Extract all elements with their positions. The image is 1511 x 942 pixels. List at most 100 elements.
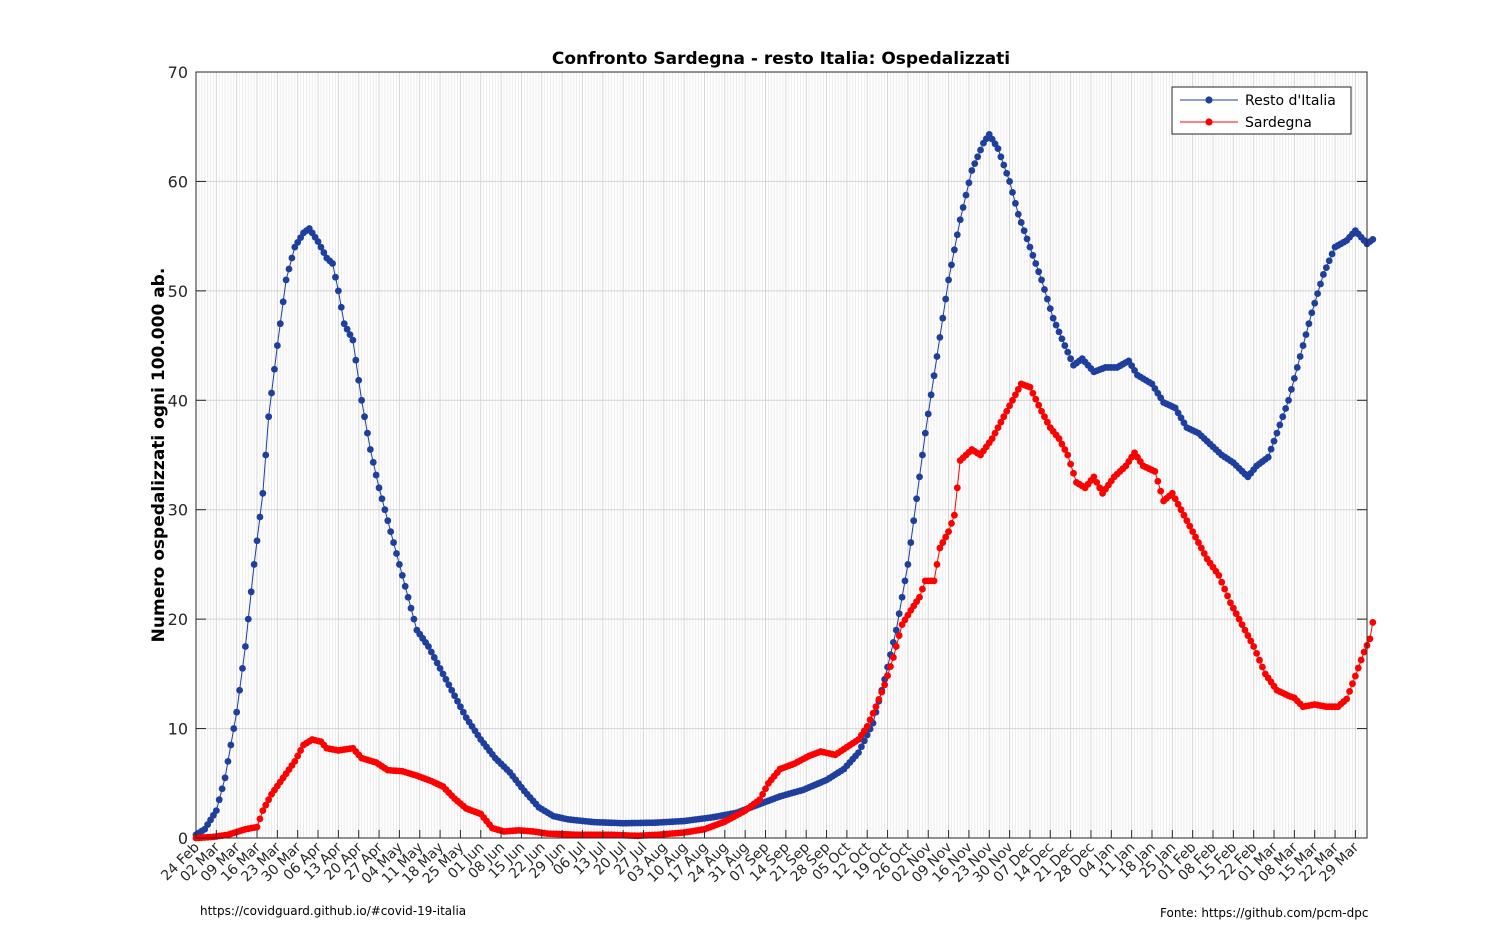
data-point [212,807,220,815]
data-point [1038,407,1045,415]
data-point [1305,320,1313,328]
data-point [355,376,363,384]
data-point [358,396,366,404]
data-point [224,758,232,765]
data-point [282,276,290,284]
data-point [762,785,769,793]
data-point [1171,495,1179,503]
data-point [1032,395,1040,403]
data-point [1009,188,1016,196]
data-point [1308,309,1316,317]
data-point [1029,389,1037,397]
data-point [1009,396,1016,404]
data-point [965,179,973,187]
data-point [1041,413,1048,421]
data-point [291,758,299,765]
data-point [977,146,984,154]
data-point [1035,268,1043,276]
data-point [1035,401,1043,409]
data-point [1096,484,1104,492]
data-point [1290,375,1298,382]
data-point [242,643,249,650]
footer-source-credit: Fonte: https://github.com/pcm-dpc [1160,906,1369,920]
data-point [332,273,339,281]
footer-source-link: https://covidguard.github.io/#covid-19-i… [200,904,467,918]
data-point [1180,419,1188,427]
data-point [991,429,999,437]
data-point [916,473,923,481]
data-point [1038,276,1045,284]
data-point [956,216,964,224]
data-point [221,774,229,782]
data-point [1253,649,1260,657]
data-point [378,495,386,503]
legend-marker-sardegna [1205,118,1213,126]
data-point [1003,407,1011,415]
data-point [1276,421,1284,429]
data-point [924,410,932,418]
data-point [1093,478,1101,486]
data-point [1067,355,1075,363]
y-axis-label: Numero ospedalizzati ogni 100.000 ab. [149,268,169,643]
data-point [895,632,903,639]
data-point [866,716,874,724]
data-point [265,413,273,421]
data-point [1070,469,1077,477]
series-resto-italia [192,130,1377,839]
data-point [962,191,970,199]
data-point [1017,219,1025,226]
data-point [369,458,377,466]
data-point [759,790,767,798]
data-point [393,550,400,557]
data-point [1061,342,1069,349]
data-point [875,695,883,703]
data-point [364,429,371,437]
data-point [314,238,322,246]
data-point [1293,364,1301,371]
data-point [253,537,261,545]
data-point [253,823,261,831]
data-point [1346,687,1353,695]
data-point [1012,199,1019,207]
data-point [233,708,241,716]
data-point [259,807,267,815]
data-point [1064,348,1072,356]
data-point [907,539,915,546]
legend-label-resto: Resto d'Italia [1245,93,1336,109]
data-point [945,276,952,284]
data-point [948,261,955,269]
data-point [401,582,409,590]
data-point [950,246,958,254]
data-point [994,145,1002,153]
data-point [247,588,255,596]
data-point [349,336,357,344]
data-point [930,577,938,585]
data-point [1282,405,1290,412]
data-point [1273,429,1281,437]
data-point [320,249,328,256]
data-point [1020,227,1028,235]
data-point [1288,385,1295,393]
data-point [268,389,275,397]
data-point [1058,440,1066,448]
data-point [921,429,929,437]
data-point [427,648,435,656]
data-point [454,697,461,705]
data-point [953,231,961,239]
data-point [1258,663,1266,671]
data-point [1325,257,1333,265]
data-point [262,801,270,809]
data-point [1235,615,1243,623]
data-point [410,615,418,623]
data-point [939,314,947,322]
data-point [968,167,976,174]
grid [195,71,1368,839]
data-point [1224,592,1231,600]
data-point [1055,435,1063,442]
data-point [448,686,456,694]
data-point [288,254,296,262]
data-point [971,160,979,168]
data-point [988,435,996,442]
data-point [361,413,368,421]
data-point [1180,511,1188,519]
